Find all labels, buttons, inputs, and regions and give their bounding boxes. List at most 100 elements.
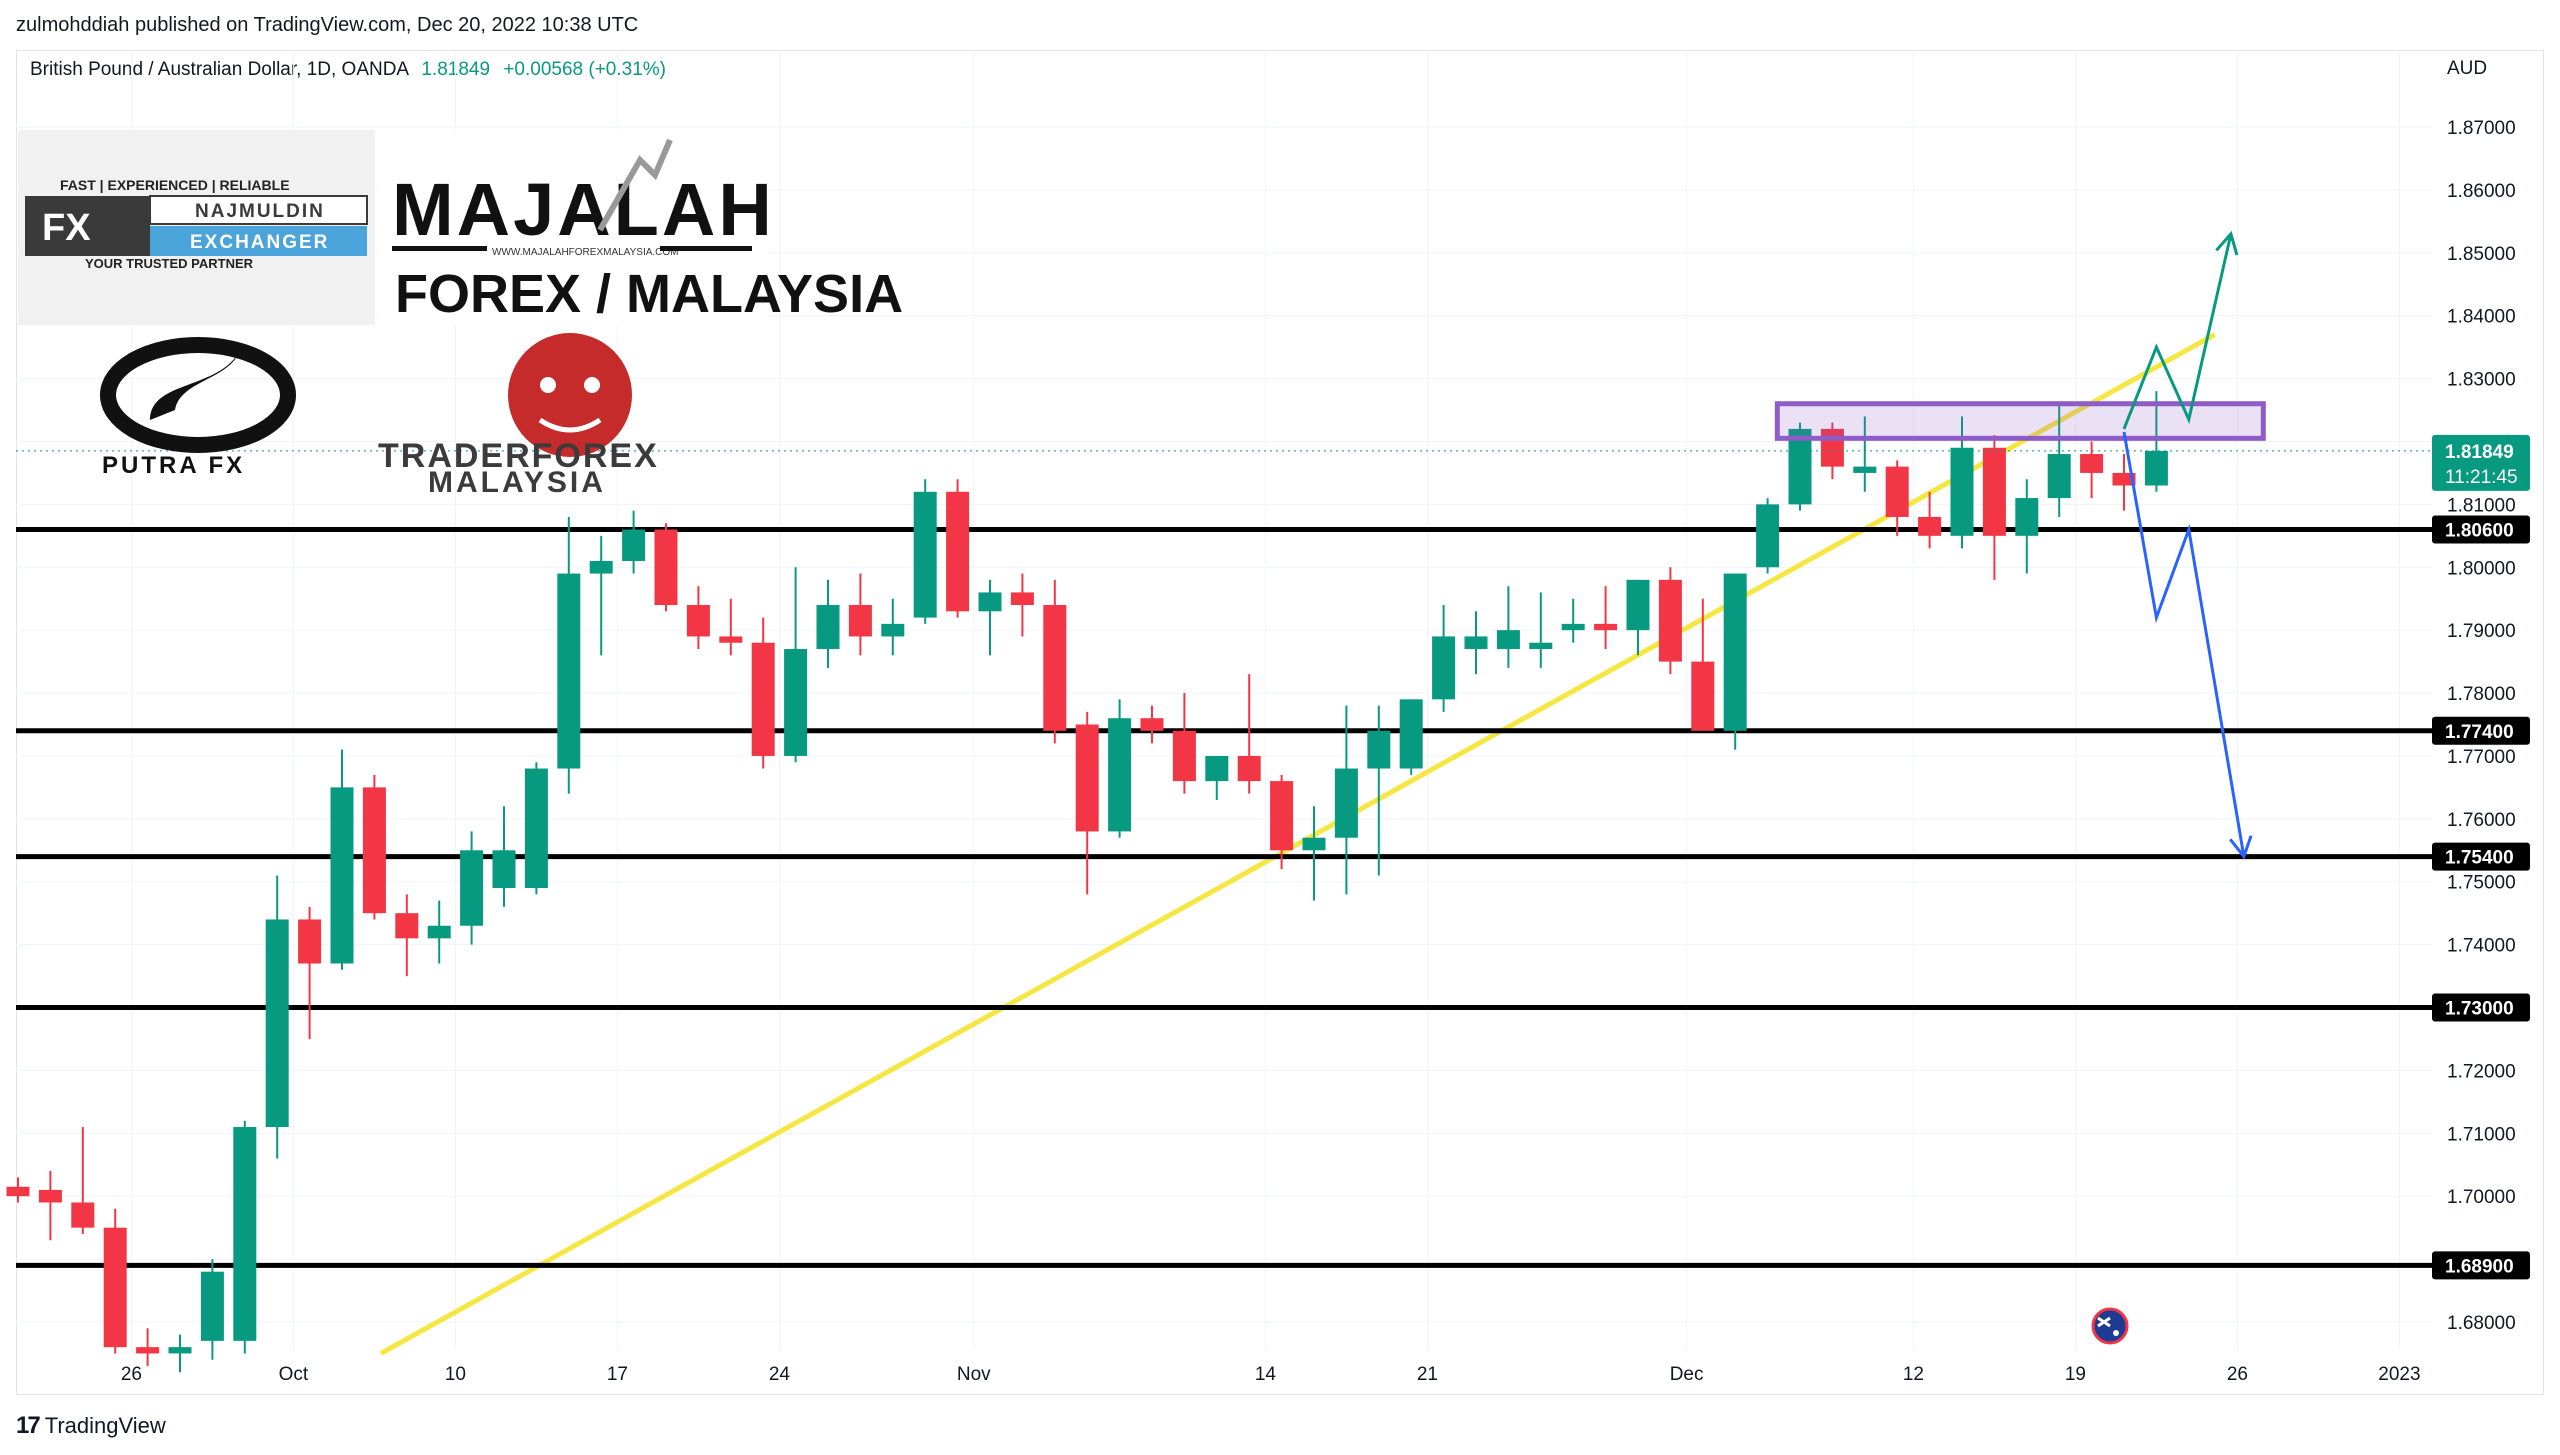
svg-text:EXCHANGER: EXCHANGER: [190, 232, 329, 253]
symbol-legend: British Pound / Australian Dollar, 1D, O…: [30, 59, 666, 81]
level-price-label: 1.80600: [2445, 521, 2514, 542]
candle-body: [492, 850, 516, 889]
bullish-projection: [2122, 233, 2233, 430]
svg-text:PUTRA FX: PUTRA FX: [102, 452, 245, 479]
tradingview-logo-icon: 17: [16, 1412, 41, 1439]
candle-body: [2144, 450, 2168, 486]
price-tick-label: 1.81000: [2447, 495, 2516, 516]
level-price-label: 1.73000: [2445, 999, 2514, 1020]
bullish-projection-arrowhead: [2215, 230, 2239, 256]
candle-body: [1885, 466, 1909, 517]
candle-body: [1853, 466, 1877, 473]
countdown-label: 11:21:45: [2445, 467, 2518, 488]
australia-flag-icon[interactable]: [2091, 1307, 2129, 1345]
candle-body: [1626, 579, 1650, 631]
support-levels: [16, 527, 2432, 1268]
bearish-projection: [2122, 431, 2246, 857]
candle-body: [1270, 781, 1294, 851]
svg-text:MALAYSIA: MALAYSIA: [428, 466, 606, 499]
candle-body: [1561, 623, 1585, 631]
price-tick-label: 1.77000: [2447, 747, 2516, 768]
time-tick-label: 2023: [2378, 1364, 2420, 1385]
time-tick-label: 14: [1255, 1364, 1277, 1385]
price-tick-label: 1.85000: [2447, 244, 2516, 265]
price-tick-label: 1.68000: [2447, 1313, 2516, 1334]
candle-body: [622, 529, 646, 561]
candle-body: [784, 649, 808, 756]
chart-frame: [16, 50, 2544, 1395]
candle-body: [1464, 636, 1488, 650]
price-tick-label: 1.80000: [2447, 558, 2516, 579]
candle-body: [136, 1347, 160, 1354]
price-tick-label: 1.70000: [2447, 1187, 2516, 1208]
candle-body: [1302, 837, 1326, 851]
candle-body: [1334, 768, 1358, 838]
price-tick-label: 1.75000: [2447, 873, 2516, 894]
candle-body: [686, 605, 710, 637]
candle-body: [168, 1347, 192, 1354]
candle-body: [946, 491, 970, 612]
candle-body: [1496, 630, 1520, 650]
candle-body: [1399, 699, 1423, 769]
published-caption: zulmohddiah published on TradingView.com…: [16, 14, 639, 36]
resistance-zone-rect: [1774, 401, 2266, 441]
svg-text:YOUR TRUSTED PARTNER: YOUR TRUSTED PARTNER: [85, 256, 254, 271]
candle-body: [816, 605, 840, 650]
majalah-forex-logo: MAJALAH WWW.MAJALAHFOREXMALAYSIA.COM FOR…: [378, 130, 903, 325]
currency-label: AUD: [2447, 58, 2488, 79]
last-price-badge-value: 1.81849: [2445, 442, 2514, 463]
projection-paths: [16, 230, 2432, 860]
candle-body: [1432, 636, 1456, 700]
candle-body: [1594, 623, 1618, 631]
candle-body: [330, 787, 354, 964]
candle-body: [2112, 472, 2136, 486]
price-tick-label: 1.87000: [2447, 118, 2516, 139]
candle-body: [1756, 504, 1780, 568]
candle-body: [1237, 755, 1261, 782]
candle-body: [1367, 730, 1391, 769]
candle-body: [654, 529, 678, 605]
level-price-label-bg: [2432, 515, 2530, 544]
candle-body: [1529, 642, 1553, 650]
candle-body: [589, 560, 613, 574]
candle-body: [1140, 718, 1164, 731]
price-tick-label: 1.76000: [2447, 810, 2516, 831]
najmuldin-fx-logo: FAST | EXPERIENCED | RELIABLE FX NAJMULD…: [18, 130, 375, 325]
candle-body: [233, 1127, 257, 1341]
symbol-title: British Pound / Australian Dollar, 1D, O…: [30, 59, 409, 80]
candle-body: [881, 623, 905, 637]
candle-body: [427, 925, 451, 939]
candle-body: [1788, 428, 1812, 505]
price-change: +0.00568 (+0.31%): [503, 59, 666, 80]
candle-body: [848, 605, 872, 637]
price-tick-label: 1.72000: [2447, 1061, 2516, 1082]
candle-body: [557, 573, 581, 769]
price-axis: 1.680001.690001.700001.710001.720001.730…: [2432, 118, 2530, 1334]
level-price-label: 1.68900: [2445, 1256, 2514, 1277]
level-price-label-bg: [2432, 716, 2530, 745]
time-axis: 26 Oct 10 17 24 Nov 14 21 Dec 12 19 26 2023: [121, 1364, 2421, 1385]
tradingview-brand: TradingView: [44, 1413, 166, 1438]
candle-body: [265, 919, 289, 1128]
time-tick-label: 12: [1903, 1364, 1924, 1385]
grid: [16, 52, 2432, 1350]
time-tick-label: 17: [607, 1364, 628, 1385]
candles: [6, 391, 2168, 1373]
svg-text:FAST | EXPERIENCED | RELIABLE: FAST | EXPERIENCED | RELIABLE: [60, 177, 290, 193]
candle-body: [913, 491, 937, 618]
time-tick-label: 21: [1417, 1364, 1438, 1385]
price-tick-label: 1.84000: [2447, 307, 2516, 328]
candle-body: [2047, 454, 2071, 499]
price-tick-label: 1.83000: [2447, 370, 2516, 391]
last-price-badge: [2432, 434, 2530, 491]
level-price-label: 1.77400: [2445, 722, 2514, 743]
candle-body: [751, 642, 775, 756]
candle-body: [200, 1271, 224, 1341]
candle-body: [719, 636, 743, 643]
time-tick-label: 26: [121, 1364, 142, 1385]
tradingview-footer-logo[interactable]: 17 TradingView: [16, 1412, 166, 1440]
time-tick-label: Oct: [279, 1364, 309, 1385]
svg-text:MAJALAH: MAJALAH: [392, 168, 775, 251]
candle-body: [1075, 724, 1099, 832]
